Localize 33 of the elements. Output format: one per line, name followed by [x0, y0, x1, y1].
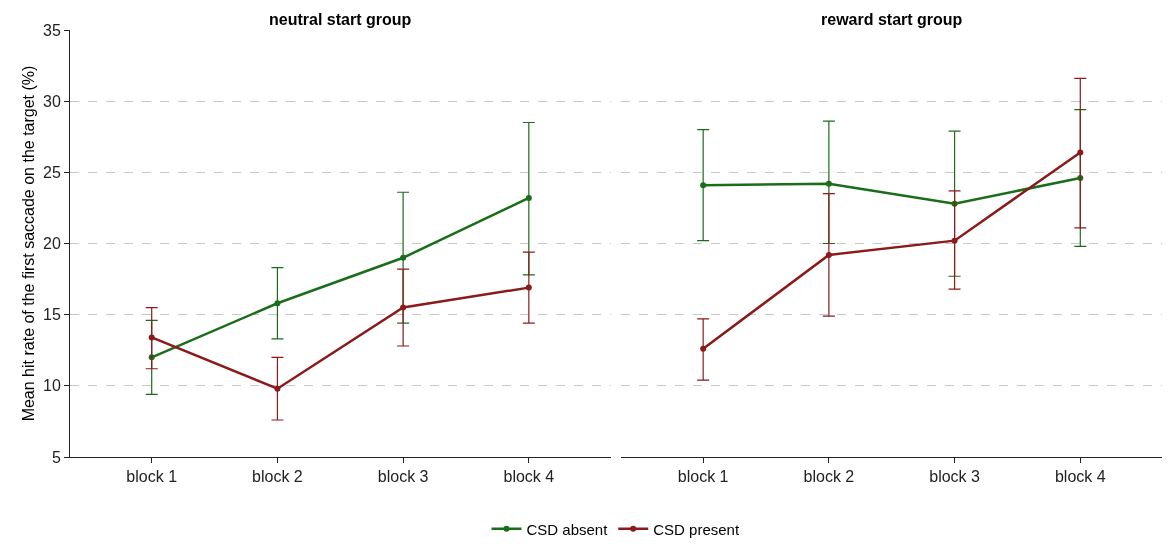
x-tick-label: block 2: [252, 468, 303, 486]
x-tick-label: block 3: [929, 468, 981, 486]
legend-label: CSD absent: [526, 520, 609, 538]
x-tick-label: block 2: [803, 468, 855, 486]
x-tick-label: block 1: [677, 468, 729, 486]
x-tick-label: block 1: [126, 468, 178, 486]
legend-label: CSD present: [653, 520, 740, 538]
point: [400, 304, 407, 311]
point: [825, 180, 832, 187]
y-tick-label: 20: [43, 235, 61, 253]
y-tick-label: 5: [51, 448, 61, 466]
point: [825, 251, 832, 258]
point: [1077, 149, 1084, 156]
y-tick-label: 25: [43, 163, 61, 181]
point: [700, 182, 707, 189]
y-tick-label: 15: [43, 306, 61, 324]
point: [148, 334, 155, 341]
point: [274, 385, 281, 392]
point: [525, 284, 532, 291]
chart-title: reward start group: [821, 11, 963, 28]
x-tick-label: block 4: [503, 468, 555, 486]
point: [700, 345, 707, 352]
y-axis-title: Mean hit rate of the first saccade on the target (%): [19, 65, 37, 422]
chart-title: neutral start group: [269, 11, 412, 28]
y-tick-label: 10: [43, 377, 61, 395]
point: [274, 300, 281, 307]
y-tick-label: 35: [43, 21, 61, 39]
point: [525, 194, 532, 201]
x-tick-label: block 3: [377, 468, 429, 486]
point: [951, 237, 958, 244]
y-tick-label: 30: [43, 92, 61, 110]
x-tick-label: block 4: [1054, 468, 1106, 486]
point: [400, 254, 407, 261]
